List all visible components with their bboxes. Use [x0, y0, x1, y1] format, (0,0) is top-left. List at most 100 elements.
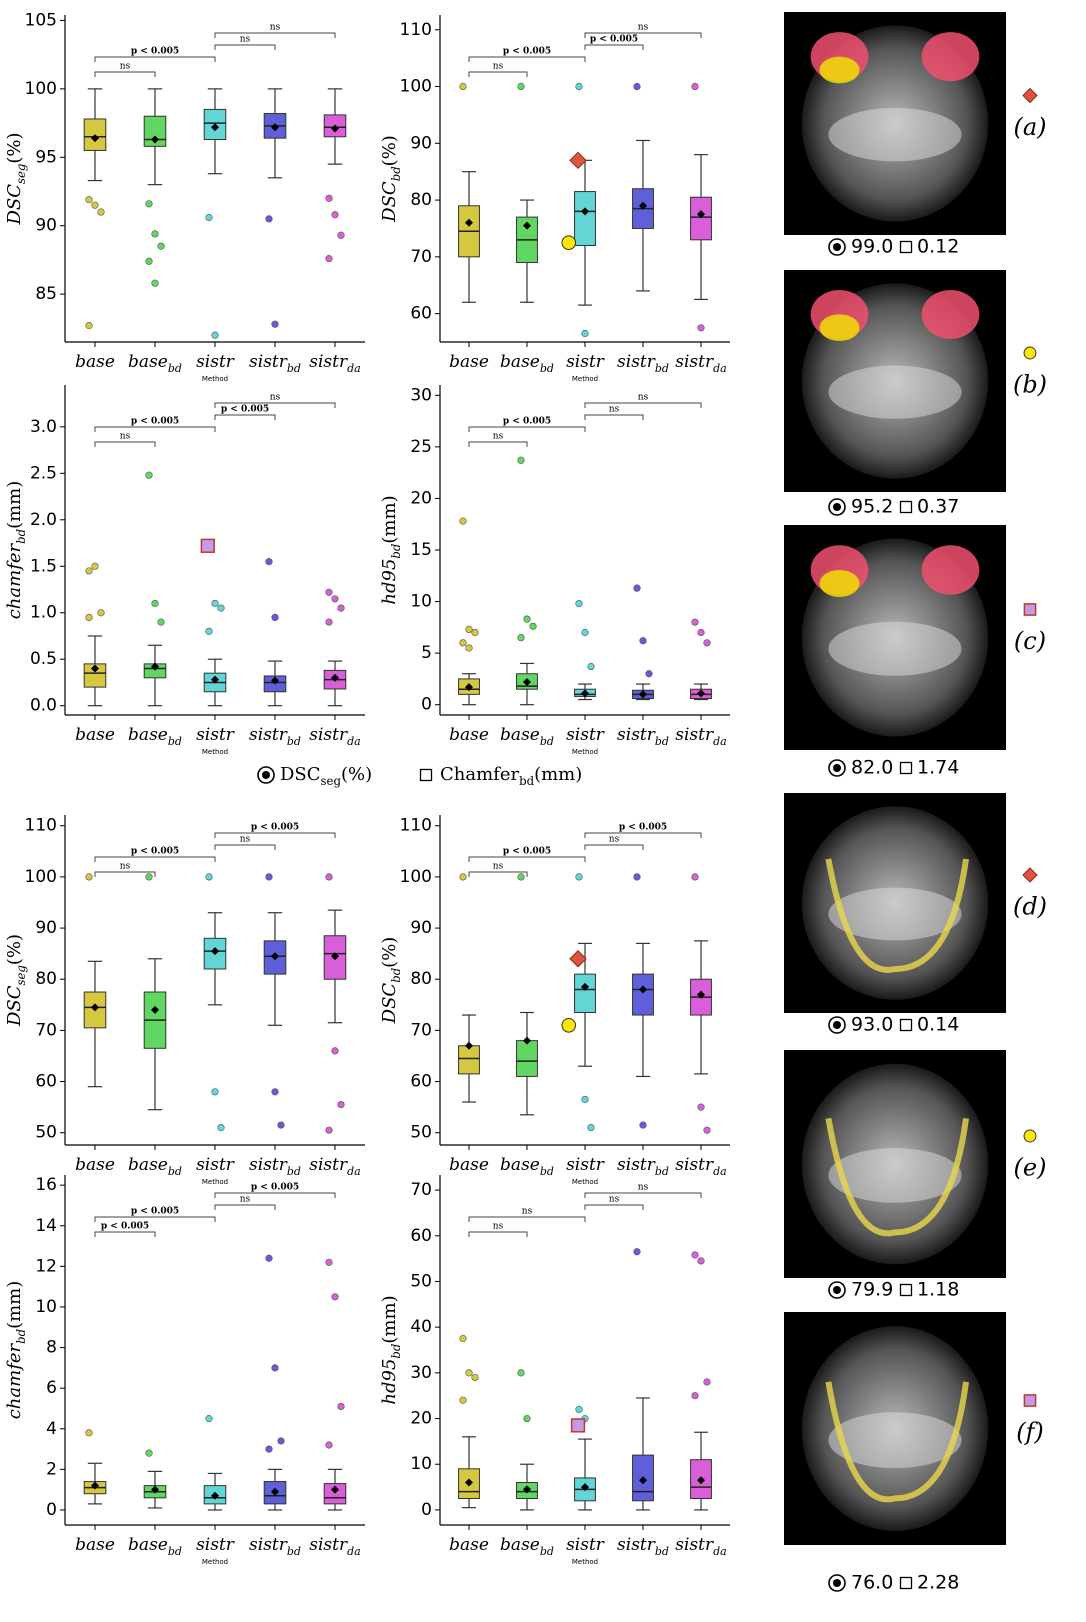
category-name: base — [500, 1535, 540, 1555]
x-tick-label: sistrbd — [249, 725, 301, 748]
outlier — [639, 1121, 647, 1129]
legend-dot — [833, 243, 841, 251]
y-axis-label: DSCbd(%) — [379, 937, 403, 1025]
y-tick-label: 100 — [400, 867, 432, 887]
outlier — [691, 873, 699, 881]
significance-label: p < 0.005 — [503, 47, 551, 57]
text-unit: (%) — [4, 934, 25, 965]
outlier — [575, 1405, 583, 1413]
text-unit: (%) — [4, 132, 25, 163]
x-tick-label: sistrbd — [617, 1535, 669, 1558]
outlier — [703, 1126, 711, 1134]
significance-label: p < 0.005 — [251, 823, 299, 833]
category-name: sistr — [196, 1535, 235, 1555]
outlier — [325, 1258, 333, 1266]
legend-dot — [833, 1021, 841, 1029]
outlier — [575, 82, 583, 91]
legend-ring — [828, 498, 846, 516]
outlier — [575, 600, 583, 608]
segmentation — [819, 314, 860, 342]
outlier — [265, 1445, 273, 1453]
x-tick-label: basebd — [128, 725, 182, 748]
legend-dot — [833, 503, 841, 511]
y-tick-label: 60 — [410, 1226, 432, 1246]
y-tick-label: 14 — [35, 1216, 57, 1236]
category-name: base — [128, 1535, 168, 1555]
box — [632, 973, 654, 1016]
category-subscript: bd — [655, 1545, 669, 1558]
x-tick-label: sistrda — [675, 725, 726, 748]
category-name: base — [449, 352, 489, 372]
significance-label: p < 0.005 — [221, 405, 269, 415]
outlier — [633, 82, 641, 91]
significance-label: ns — [522, 1207, 533, 1217]
text-unit: (mm) — [379, 1295, 400, 1343]
y-tick-label: 60 — [35, 1072, 57, 1092]
outlier — [211, 1088, 219, 1096]
significance-bracket — [94, 441, 156, 447]
mean — [91, 664, 99, 673]
mean — [581, 1483, 589, 1492]
category-subscript: bd — [168, 735, 182, 748]
significance-label: ns — [270, 393, 281, 403]
y-tick-label: 0 — [421, 1500, 432, 1520]
outlier — [459, 873, 467, 881]
x-tick-label: sistr — [196, 352, 235, 372]
box — [574, 973, 596, 1013]
x-tick-label: sistrbd — [617, 352, 669, 375]
significance-bracket — [468, 441, 528, 447]
text-subscript: bd — [389, 1343, 403, 1358]
x-axis-label: Method — [202, 1178, 228, 1186]
significance-label: ns — [638, 23, 649, 33]
y-tick-label: 0 — [46, 1500, 57, 1520]
significance-bracket — [214, 844, 276, 850]
segmentation — [825, 858, 970, 973]
category-name: base — [449, 1535, 489, 1555]
text-subscript: bd — [389, 967, 403, 982]
x-tick-label: sistrbd — [249, 1535, 301, 1558]
y-tick-label: 50 — [410, 1123, 432, 1143]
significance-label: ns — [493, 1222, 504, 1232]
category-subscript: bd — [287, 735, 301, 748]
outlier — [633, 1248, 641, 1256]
y-tick-label: 8 — [46, 1338, 57, 1358]
legend-square — [899, 1576, 913, 1590]
outlier — [517, 456, 525, 464]
image-chamfer: 1.18 — [917, 1279, 959, 1301]
category-subscript: bd — [287, 362, 301, 375]
significance-bracket — [584, 1204, 644, 1210]
mean — [211, 947, 219, 956]
outlier — [465, 625, 473, 634]
category-name: base — [500, 725, 540, 745]
outlier — [459, 1334, 467, 1343]
x-axis-label: Method — [572, 375, 598, 383]
mean — [697, 210, 705, 219]
category-name: sistr — [566, 1155, 605, 1175]
category-name: sistr — [309, 1155, 348, 1175]
significance-bracket — [584, 32, 702, 38]
text-subscript: seg — [321, 774, 342, 788]
x-axis-label: Method — [202, 375, 228, 383]
y-axis-label: DSCseg(%) — [4, 132, 28, 225]
significance-label: p < 0.005 — [131, 417, 179, 427]
mean — [151, 135, 159, 144]
outlier — [459, 1396, 467, 1404]
outlier — [575, 873, 583, 881]
category-name: sistr — [675, 352, 714, 372]
x-tick-label: sistrda — [309, 1155, 360, 1178]
outlier — [691, 1392, 699, 1400]
marker-square — [570, 1418, 586, 1433]
legend-square — [899, 240, 913, 254]
category-name: base — [449, 1155, 489, 1175]
y-tick-label: 100 — [25, 79, 57, 99]
text-subscript: bd — [389, 166, 403, 181]
mean — [523, 1485, 531, 1494]
box — [458, 1045, 480, 1075]
y-tick-label: 95 — [35, 147, 57, 167]
outlier — [703, 639, 711, 647]
category-name: base — [128, 352, 168, 372]
significance-label: ns — [638, 393, 649, 403]
x-tick-label: sistrbd — [617, 1155, 669, 1178]
significance-bracket — [468, 56, 586, 62]
text-unit: (mm) — [4, 1281, 25, 1329]
